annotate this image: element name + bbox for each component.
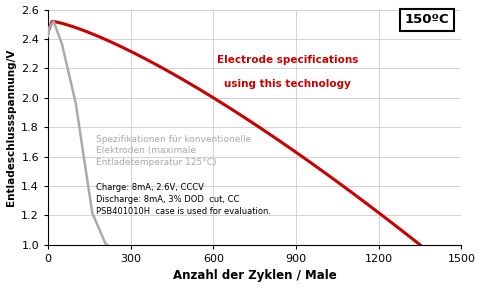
Text: Electrode specifications: Electrode specifications [216,56,358,65]
Y-axis label: Entladeschlussspannung/V: Entladeschlussspannung/V [6,48,15,206]
Text: 150ºC: 150ºC [404,13,448,26]
Text: using this technology: using this technology [224,79,350,89]
Text: Charge: 8mA, 2.6V, CCCV
Discharge: 8mA, 3% DOD  cut, CC
PSB401010H  case is used: Charge: 8mA, 2.6V, CCCV Discharge: 8mA, … [96,183,271,216]
X-axis label: Anzahl der Zyklen / Male: Anzahl der Zyklen / Male [172,270,336,283]
Text: Spezifikationen für konventionelle
Elektroden (maximale
Entladetemperatur 125°C): Spezifikationen für konventionelle Elekt… [96,134,251,167]
